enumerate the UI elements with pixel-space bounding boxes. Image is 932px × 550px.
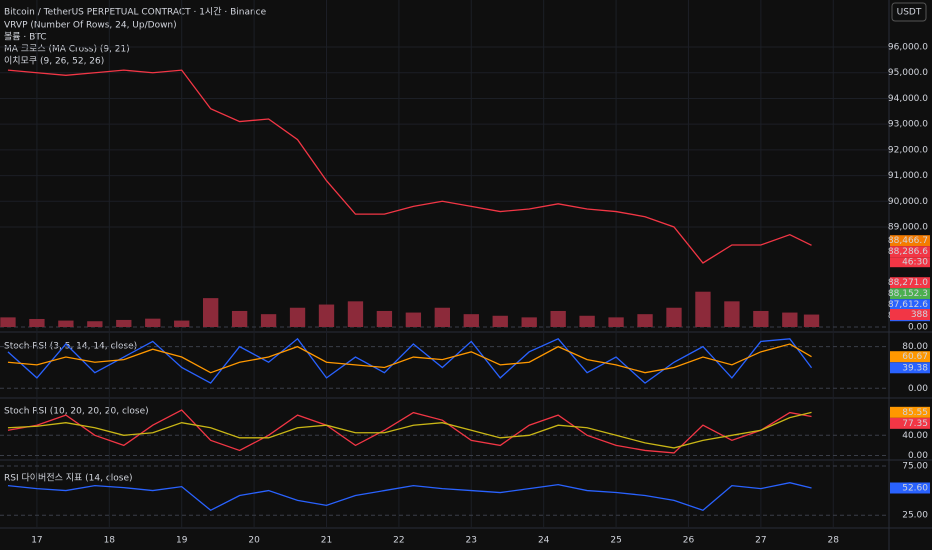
y-tick-label: 95,000.0	[888, 68, 928, 78]
volume-bar	[87, 321, 103, 327]
price-marker-label: 88,152.3	[888, 289, 928, 299]
y-tick-label: 0.00	[908, 323, 928, 333]
price-marker	[890, 351, 930, 363]
price-marker-label: 39.38	[902, 363, 928, 373]
price-marker	[890, 299, 930, 311]
price-marker-label: 87,612.6	[888, 300, 928, 310]
x-tick-label: 23	[466, 536, 477, 546]
volume-bar	[463, 314, 479, 327]
volume-bar	[347, 301, 364, 327]
volume-bar	[174, 320, 190, 327]
volume-bar	[753, 310, 769, 327]
volume-bar	[666, 307, 682, 327]
volume-bar	[579, 315, 595, 327]
volume-bar	[782, 312, 798, 327]
x-tick-label: 26	[683, 536, 695, 546]
volume-bar	[803, 314, 820, 327]
y-tick-label: 90,000.0	[888, 197, 928, 207]
x-tick-label: 25	[610, 536, 621, 546]
indicator-line	[7, 337, 813, 384]
indicator-label: VRVP (Number Of Rows, 24, Up/Down)	[4, 21, 177, 31]
volume-bar	[521, 317, 537, 327]
volume-bar	[637, 314, 653, 327]
y-tick-label: 94,000.0	[888, 94, 928, 104]
x-tick-label: 21	[321, 536, 332, 546]
x-tick-label: 19	[176, 536, 188, 546]
volume-bar	[724, 301, 740, 327]
indicator-line	[7, 409, 812, 454]
volume-bar	[145, 318, 161, 327]
price-marker	[890, 417, 930, 429]
volume-bar	[116, 319, 132, 327]
y-tick-label: 0.00	[908, 384, 928, 394]
y-tick-label: 96,000.0	[888, 43, 928, 53]
price-marker-label: 85.55	[902, 408, 928, 418]
price-marker	[890, 246, 930, 258]
x-tick-label: 22	[393, 536, 404, 546]
price-marker-label: 88,286.6	[888, 247, 928, 257]
volume-bar	[231, 310, 248, 327]
y-tick-label: 89,000.0	[888, 222, 928, 232]
price-marker	[890, 406, 930, 418]
x-tick-label: 17	[31, 536, 42, 546]
price-marker-label: 77.35	[902, 419, 928, 429]
volume-bar	[318, 304, 335, 327]
volume-bar	[289, 307, 306, 327]
indicator-label: 볼륨 · BTC	[4, 32, 47, 43]
y-tick-label: 93,000.0	[888, 120, 928, 130]
countdown: 46:30	[902, 258, 928, 268]
price-marker	[890, 277, 930, 289]
currency-button[interactable]	[891, 2, 927, 22]
price-marker	[890, 309, 930, 321]
volume-bar	[260, 314, 277, 327]
x-tick-label: 18	[104, 536, 116, 546]
currency-label: USDT	[897, 8, 922, 18]
indicator-label: 이치모쿠 (9, 26, 52, 26)	[4, 55, 104, 67]
volume-bar	[58, 320, 74, 327]
price-line	[7, 69, 812, 264]
indicator-line	[7, 411, 812, 449]
countdown-box	[890, 257, 930, 268]
price-marker	[890, 288, 930, 300]
y-tick-label: 0.00	[908, 451, 928, 461]
price-marker	[890, 362, 930, 374]
volume-bar	[550, 310, 566, 327]
indicator-line	[7, 343, 812, 374]
volume-bar	[29, 318, 45, 327]
y-tick-label: 25.00	[902, 511, 928, 521]
volume-bar	[608, 317, 624, 327]
volume-bar	[405, 312, 422, 327]
panel-title: Stoch RSI (10, 20, 20, 20, close)	[4, 407, 149, 417]
price-marker-label: 52.60	[902, 484, 928, 494]
volume-bar	[0, 317, 16, 327]
volume-bar	[203, 298, 219, 327]
volume-bar	[492, 315, 508, 327]
panel-title: RSI 다이버전스 지표 (14, close)	[4, 473, 133, 484]
indicator-label: MA 크로스 (MA Cross) (9, 21)	[4, 44, 130, 55]
x-tick-label: 28	[828, 536, 840, 546]
price-marker-label: 60.67	[902, 352, 928, 362]
y-tick-label: 80.00	[902, 342, 928, 352]
y-tick-label: 40.00	[902, 431, 928, 441]
price-marker-label: 88,271.0	[888, 278, 928, 288]
price-marker	[890, 482, 930, 494]
y-tick-label: 92,000.0	[888, 145, 928, 155]
price-marker	[890, 235, 930, 247]
price-marker-label: 88,466.7	[888, 236, 928, 246]
y-tick-label: 75.00	[902, 461, 928, 471]
volume-bar	[695, 291, 711, 327]
volume-bar	[434, 307, 450, 327]
x-tick-label: 27	[755, 536, 766, 546]
y-tick-label: 91,000.0	[888, 171, 928, 181]
x-tick-label: 20	[248, 536, 260, 546]
x-tick-label: 24	[538, 536, 550, 546]
volume-bar	[376, 310, 393, 327]
rsi-line	[7, 482, 812, 512]
chart-title: Bitcoin / TetherUS PERPETUAL CONTRACT · …	[4, 7, 267, 18]
price-marker-label: 388	[911, 310, 928, 320]
